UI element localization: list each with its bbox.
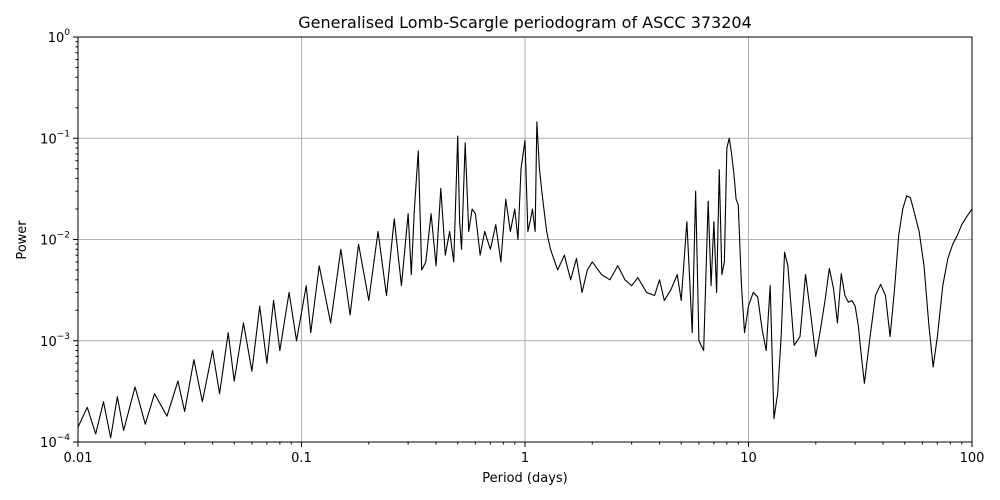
y-axis-label: Power: [15, 220, 30, 260]
y-tick-exponent: −1: [57, 129, 70, 139]
y-tick-base: 10: [40, 335, 57, 350]
x-tick-label: 100: [960, 451, 985, 466]
y-tick-label: 10−4: [40, 433, 70, 451]
x-tick-label: 0.01: [64, 451, 93, 466]
y-tick-base: 10: [40, 436, 57, 451]
y-tick-exponent: −2: [57, 231, 70, 241]
series-layer: [78, 121, 972, 439]
periodogram-series-line: [78, 121, 972, 439]
y-tick-label: 100: [48, 28, 71, 46]
y-tick-base: 10: [48, 31, 65, 46]
y-tick-label: 10−2: [40, 231, 70, 249]
y-tick-exponent: −3: [57, 332, 70, 342]
y-tick-base: 10: [40, 234, 57, 249]
grid: [77, 36, 973, 443]
y-tick-base: 10: [40, 132, 57, 147]
y-tick-label: 10−3: [40, 332, 70, 350]
x-tick-label: 0.1: [291, 451, 312, 466]
x-tick-label: 10: [740, 451, 757, 466]
y-tick-label: 10−1: [40, 129, 70, 147]
y-tick-exponent: 0: [64, 28, 70, 38]
x-tick-label: 1: [521, 451, 529, 466]
x-axis-label: Period (days): [482, 471, 568, 486]
chart-title: Generalised Lomb-Scargle periodogram of …: [298, 13, 752, 32]
y-tick-exponent: −4: [57, 433, 71, 443]
